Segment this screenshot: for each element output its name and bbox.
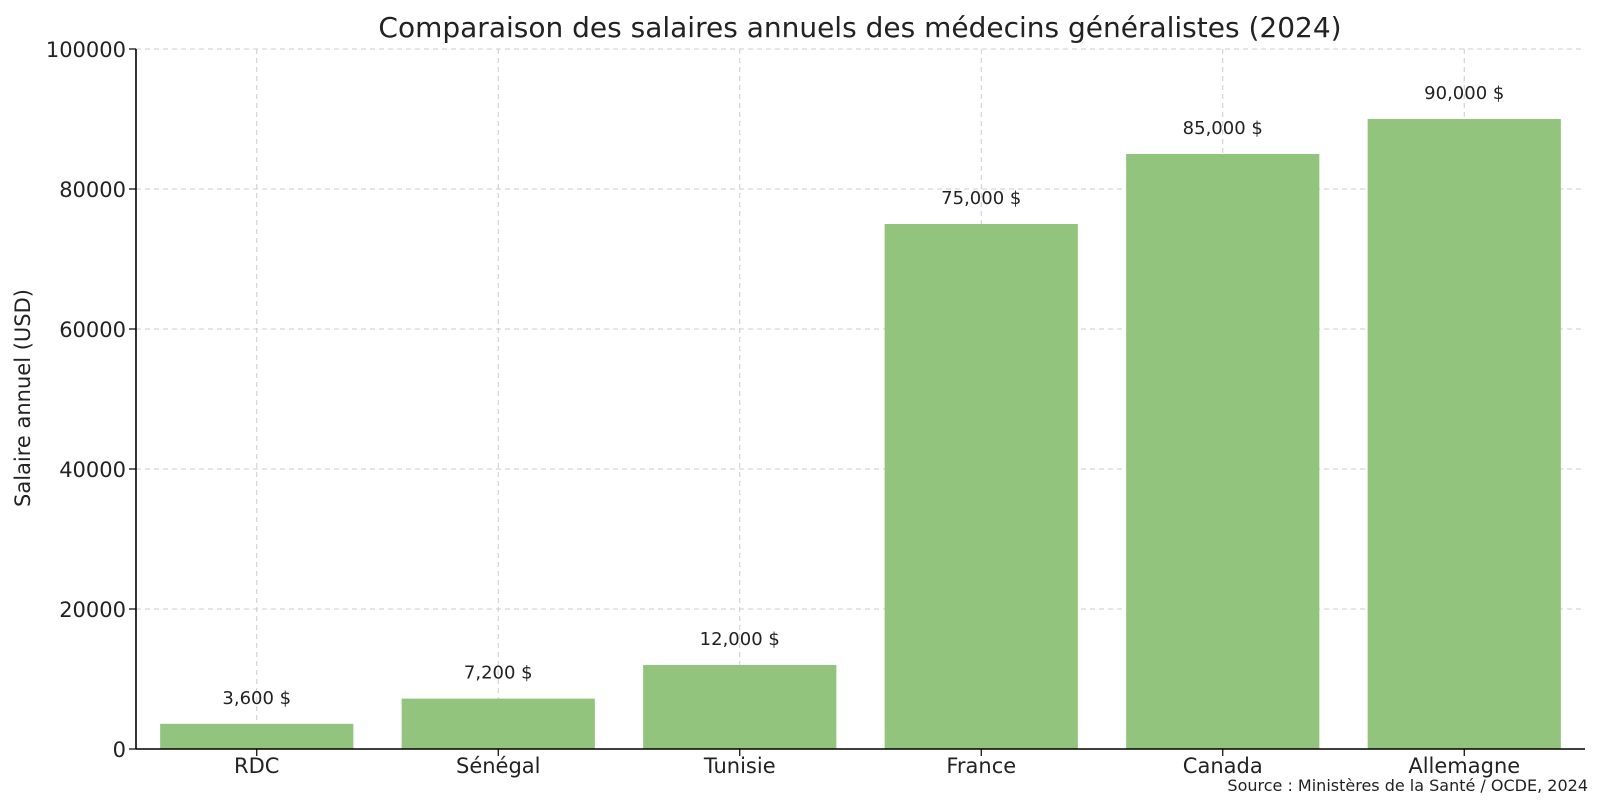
y-tick-label: 60000 [59,318,126,342]
y-axis-label: Salaire annuel (USD) [11,289,35,507]
data-label: 75,000 $ [941,188,1021,209]
y-tick-labels: 0 20000 40000 60000 80000 100000 [46,38,126,762]
bar [884,224,1078,749]
bars-layer [160,119,1561,749]
bar [643,665,837,749]
bar [1126,154,1320,749]
y-tick-label: 20000 [59,598,126,622]
y-tick-label: 0 [113,738,126,762]
data-label: 90,000 $ [1424,83,1504,104]
x-tick-label: Allemagne [1408,754,1520,778]
data-label: 12,000 $ [700,629,780,650]
x-tick-labels: RDC Sénégal Tunisie France Canada Allemagne [234,754,1520,778]
chart-title: Comparaison des salaires annuels des méd… [378,11,1341,44]
axes-layer [129,48,1585,756]
x-tick-label: Tunisie [703,754,776,778]
y-tick-label: 100000 [46,38,126,62]
x-tick-label: France [946,754,1016,778]
bar [401,698,595,749]
data-label: 85,000 $ [1183,118,1263,139]
x-tick-label: Sénégal [456,754,541,778]
bar [160,723,354,749]
x-tick-label: Canada [1183,754,1263,778]
data-label: 3,600 $ [222,688,291,709]
y-tick-label: 80000 [59,178,126,202]
source-note: Source : Ministères de la Santé / OCDE, … [1227,776,1588,795]
data-labels-layer: 3,600 $ 7,200 $ 12,000 $ 75,000 $ 85,000 $ 90… [222,83,1504,709]
x-tick-label: RDC [234,754,279,778]
y-tick-label: 40000 [59,458,126,482]
bar [1367,119,1561,749]
data-label: 7,200 $ [464,663,533,684]
